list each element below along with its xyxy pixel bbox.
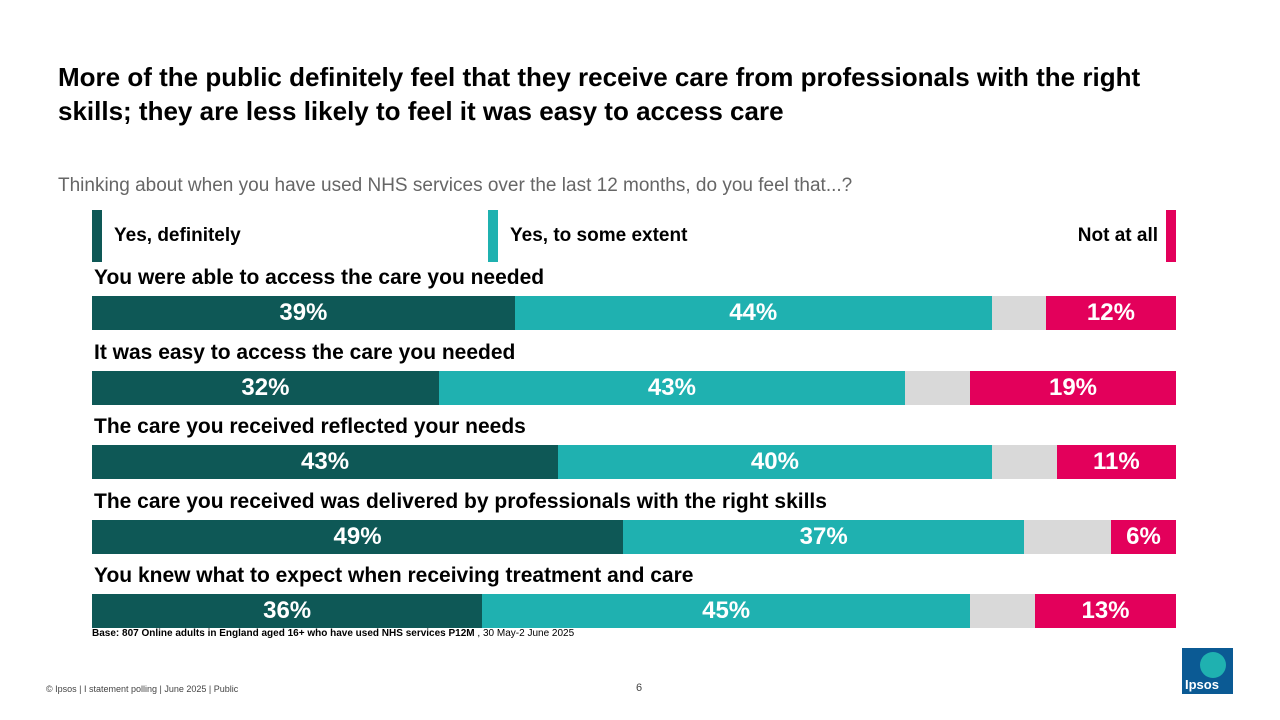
logo-mark-icon <box>1200 652 1226 678</box>
bar-segment-not-at-all: 19% <box>970 370 1176 405</box>
bar-segment-not-at-all: 6% <box>1110 519 1176 554</box>
bar-segment-definitely: 43% <box>92 445 559 479</box>
bar-segment-definitely: 32% <box>92 370 439 405</box>
data-label: 19% <box>1048 373 1098 401</box>
data-label: 43% <box>301 448 350 475</box>
bar-segment-dont-know <box>991 445 1057 479</box>
data-label: 44% <box>729 299 778 326</box>
row-label: The care you received was delivered by p… <box>94 489 827 513</box>
bar-segment-some-extent: 40% <box>558 445 992 479</box>
bar-segment-some-extent: 37% <box>623 519 1025 554</box>
legend-swatch-not-at-all <box>1166 210 1176 262</box>
legend-label-definitely: Yes, definitely <box>114 225 241 246</box>
data-label: 39% <box>279 299 328 326</box>
bar-segment-not-at-all: 13% <box>1035 594 1176 628</box>
legend-item-some-extent: Yes, to some extent <box>488 210 687 262</box>
data-label: 45% <box>702 597 751 624</box>
logo-text: Ipsos <box>1185 677 1219 692</box>
base-label: Base: 807 Online adults in England aged … <box>92 628 475 639</box>
bar-segment-not-at-all: 11% <box>1056 445 1176 479</box>
bar-segment-dont-know <box>1024 519 1111 554</box>
data-label: 6% <box>1126 522 1161 550</box>
data-label: 36% <box>263 597 312 624</box>
data-label: 37% <box>799 522 848 550</box>
bar-segment-dont-know <box>904 370 971 405</box>
data-label: 49% <box>333 522 382 550</box>
bar-segment-definitely: 49% <box>92 519 624 554</box>
legend-label-not-at-all: Not at all <box>1077 225 1158 246</box>
bar-segment-dont-know <box>970 594 1036 628</box>
stacked-bar: 36% 45% 13% <box>92 594 1176 628</box>
bar-segment-not-at-all: 12% <box>1045 296 1176 330</box>
data-label: 40% <box>750 448 799 475</box>
legend-item-not-at-all: Not at all <box>1078 210 1176 262</box>
row-label: You knew what to expect when receiving t… <box>94 564 694 587</box>
row-label: It was easy to access the care you neede… <box>94 340 516 364</box>
legend-label-some-extent: Yes, to some extent <box>510 225 688 246</box>
base-note: Base: 807 Online adults in England aged … <box>92 628 574 639</box>
bar-segment-some-extent: 43% <box>438 370 905 405</box>
row-label: You were able to access the care you nee… <box>94 266 545 289</box>
legend-swatch-some-extent <box>488 210 498 262</box>
data-label: 11% <box>1092 448 1140 475</box>
stacked-bar: 49% 37% 6% <box>92 519 1176 554</box>
page-title: More of the public definitely feel that … <box>58 62 1141 126</box>
bar-segment-some-extent: 45% <box>482 594 971 628</box>
page-number: 6 <box>636 682 643 694</box>
ipsos-logo: Ipsos <box>1182 648 1233 694</box>
data-label: 13% <box>1081 597 1130 624</box>
footer-text: © Ipsos | I statement polling | June 202… <box>46 684 239 694</box>
bar-segment-some-extent: 44% <box>514 296 992 330</box>
stacked-bar: 39% 44% 12% <box>92 296 1176 330</box>
legend-swatch-definitely <box>92 210 102 262</box>
legend-item-definitely: Yes, definitely <box>92 210 241 262</box>
base-date: , 30 May-2 June 2025 <box>477 628 575 639</box>
bar-segment-definitely: 39% <box>92 296 515 330</box>
data-label: 32% <box>241 373 290 401</box>
stacked-bar: 43% 40% 11% <box>92 445 1176 479</box>
question-subtitle: Thinking about when you have used NHS se… <box>58 175 853 196</box>
data-label: 12% <box>1086 299 1135 326</box>
data-label: 43% <box>647 373 696 401</box>
bar-segment-definitely: 36% <box>92 594 483 628</box>
stacked-bar: 32% 43% 19% <box>92 370 1176 405</box>
row-label: The care you received reflected your nee… <box>94 415 526 438</box>
bar-segment-dont-know <box>991 296 1046 330</box>
